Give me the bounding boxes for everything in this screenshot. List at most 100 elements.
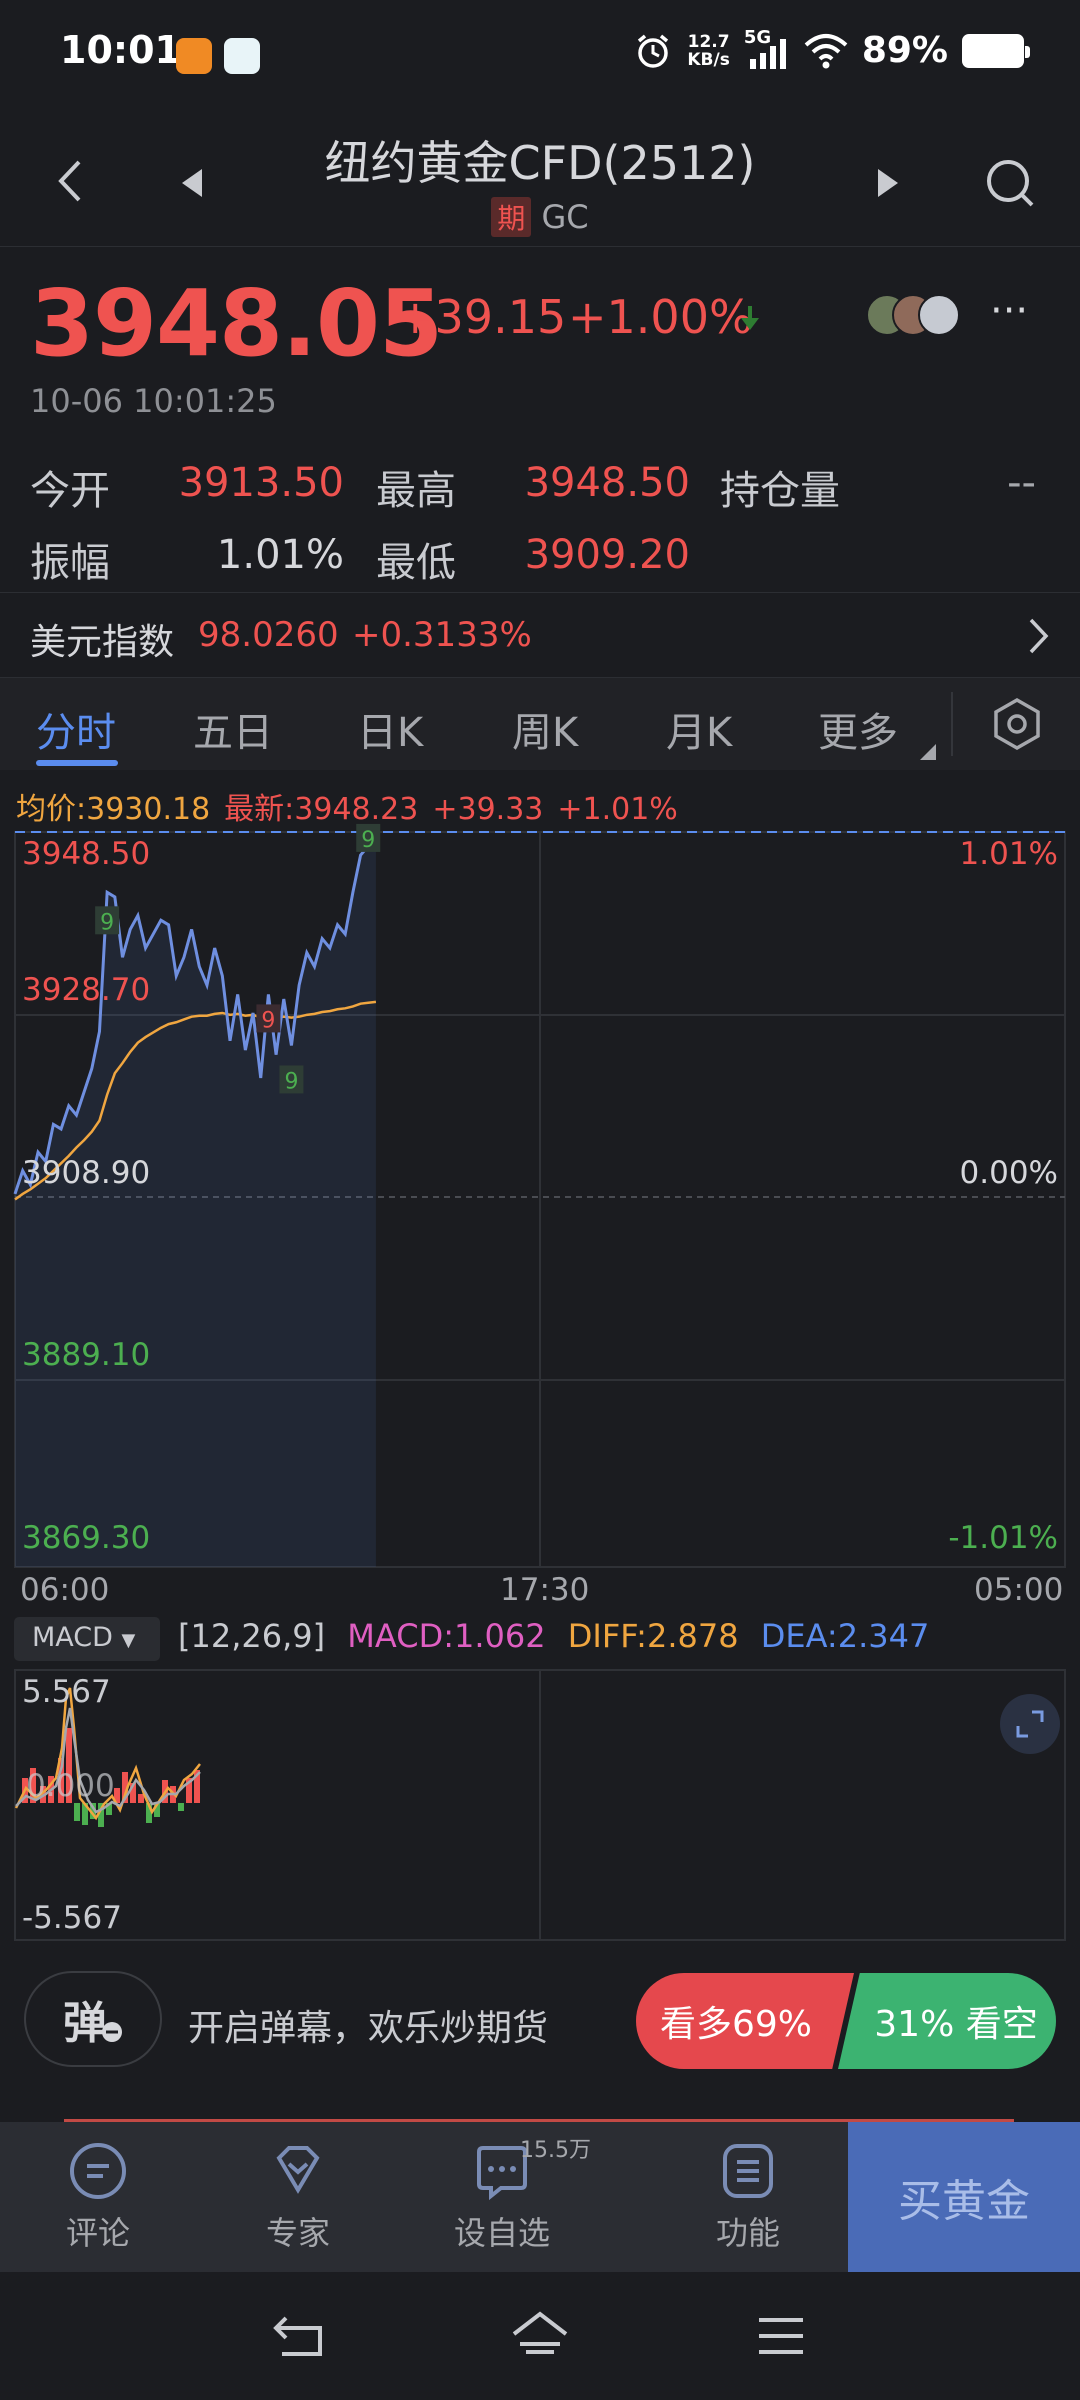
chart-info-row: 均价:3930.18 最新:3948.23 +39.33 +1.01% <box>16 784 678 828</box>
indicator-select[interactable]: MACD ▼ <box>14 1617 160 1661</box>
signal-marker <box>256 1004 281 1033</box>
macd-top-label: 5.567 <box>22 1674 111 1710</box>
chart-settings-icon[interactable] <box>992 697 1042 751</box>
latest-change: +39.33 <box>432 792 544 827</box>
comment-button[interactable]: 评论 <box>28 2140 168 2254</box>
triangle-right-icon <box>878 169 898 197</box>
functions-button[interactable]: 功能 <box>678 2140 818 2254</box>
related-index-row[interactable]: 美元指数 98.0260 +0.3133% <box>0 592 1080 678</box>
latest-pct: +1.01% <box>557 792 678 827</box>
tab-monthly-k[interactable]: 月K <box>666 710 733 756</box>
intraday-chart[interactable]: 均价:3930.18 最新:3948.23 +39.33 +1.01% 9 9 9 9 39… <box>0 770 1080 1620</box>
danmaku-row: 弹 开启弹幕，欢乐炒期货 看多69% 31% 看空 <box>0 1955 1080 2075</box>
tab-five-day[interactable]: 五日 <box>193 710 273 756</box>
open-value: 3913.50 <box>178 460 344 506</box>
signal-marker <box>95 906 120 935</box>
macd-mid-label: 0.000 <box>26 1768 115 1804</box>
tab-daily-k[interactable]: 日K <box>357 710 424 756</box>
quote-timestamp: 10-06 10:01:25 <box>30 382 277 420</box>
tab-more[interactable]: 更多 <box>818 710 898 756</box>
signal-marker <box>356 823 381 852</box>
avatar-group[interactable] <box>866 294 976 338</box>
price-chart-svg: 9 9 9 9 <box>13 823 1066 1568</box>
network-type: 5G <box>744 27 790 71</box>
amplitude-value: 1.01% <box>216 532 344 578</box>
chevron-left-icon <box>58 160 81 202</box>
price-change-percent: +1.00% <box>568 290 753 344</box>
menu-nav-icon[interactable] <box>756 2314 806 2358</box>
bottom-action-bar: 评论 专家 设自选 15.5万 功能 买黄金 <box>0 2122 1080 2272</box>
tab-intraday[interactable]: 分时 <box>36 710 116 756</box>
macd-chart[interactable]: 5.567 0.000 -5.567 <box>0 1668 1080 1943</box>
caret-down-icon: ▼ <box>121 1630 136 1651</box>
latest-price: 最新:3948.23 <box>224 792 419 827</box>
active-tab-indicator <box>36 760 118 766</box>
status-bar: 10:01 12.7 KB/s 5G 89% <box>0 0 1080 115</box>
home-nav-icon[interactable] <box>510 2310 570 2360</box>
dropdown-corner-icon <box>920 744 936 760</box>
status-time: 10:01 <box>60 28 181 72</box>
high-label: 最高 <box>376 468 456 514</box>
index-change: +0.3133% <box>352 615 532 655</box>
bullish-vote-button[interactable]: 看多69% <box>636 1973 854 2069</box>
expand-chart-button[interactable] <box>1000 1694 1060 1754</box>
macd-header: MACD ▼ [12,26,9] MACD:1.062 DIFF:2.878 D… <box>0 1615 1080 1671</box>
macd-svg <box>14 1669 1066 1941</box>
futures-tag: 期 <box>491 197 532 237</box>
list-icon <box>717 2140 779 2202</box>
diamond-icon <box>267 2140 329 2202</box>
bearish-vote-button[interactable]: 31% 看空 <box>838 1973 1056 2069</box>
macd-dea-line <box>15 1707 201 1814</box>
search-button[interactable] <box>978 151 1042 215</box>
time-label-start: 06:00 <box>20 1572 110 1608</box>
price-label-lower: 3889.10 <box>22 1337 151 1373</box>
expert-button[interactable]: 专家 <box>228 2140 368 2254</box>
price-label-high: 3948.50 <box>22 836 151 872</box>
low-value: 3909.20 <box>524 532 690 578</box>
more-icon[interactable]: ··· <box>990 288 1029 334</box>
amplitude-label: 振幅 <box>30 540 110 586</box>
back-button[interactable] <box>40 151 100 211</box>
prev-symbol-button[interactable] <box>164 155 220 211</box>
pct-label-low: -1.01% <box>948 1520 1058 1556</box>
system-navigation-bar <box>0 2272 1080 2400</box>
signal-marker-label: 9 <box>284 1069 298 1094</box>
pct-label-base: 0.00% <box>959 1155 1058 1191</box>
buy-gold-button[interactable]: 买黄金 <box>848 2122 1080 2272</box>
index-value: 98.0260 <box>198 615 339 655</box>
signal-marker-label: 9 <box>100 910 114 935</box>
triangle-left-icon <box>182 169 202 197</box>
page-title: 纽约黄金CFD(2512) <box>324 136 756 190</box>
battery-percent: 89% <box>861 30 948 71</box>
battery-icon <box>962 33 1030 68</box>
danmaku-prompt[interactable]: 开启弹幕，欢乐炒期货 <box>188 2008 549 2049</box>
macd-values: [12,26,9] MACD:1.062 DIFF:2.878 DEA:2.34… <box>178 1617 930 1655</box>
price-line <box>13 833 378 1195</box>
search-icon <box>987 160 1034 207</box>
alarm-icon <box>638 34 669 68</box>
down-arrow-icon <box>741 306 759 330</box>
low-label: 最低 <box>376 540 456 586</box>
price-change: +39.15 <box>396 290 567 344</box>
add-watchlist-button[interactable]: 设自选 <box>432 2140 572 2254</box>
wifi-icon <box>804 33 848 68</box>
index-name: 美元指数 <box>30 622 175 663</box>
symbol-code: 期 GC <box>0 197 1080 237</box>
signal-marker-label: 9 <box>361 828 375 853</box>
weibo-icon <box>918 294 960 336</box>
add-watch-icon <box>471 2140 533 2202</box>
next-symbol-button[interactable] <box>860 155 916 211</box>
price-label-upper: 3928.70 <box>22 972 151 1008</box>
expand-icon <box>1016 1710 1044 1738</box>
last-price: 3948.05 <box>30 270 443 377</box>
back-nav-icon[interactable] <box>272 2312 328 2362</box>
price-label-low: 3869.30 <box>22 1520 151 1556</box>
quote-header: 3948.05 +39.15 +1.00% ··· 10-06 10:01:25… <box>0 248 1080 593</box>
title-bar: 纽约黄金CFD(2512) 期 GC <box>0 115 1080 247</box>
open-interest-value: -- <box>1007 460 1036 506</box>
watch-count-badge: 15.5万 <box>520 2138 591 2163</box>
macd-bottom-label: -5.567 <box>22 1900 122 1936</box>
danmaku-toggle-button[interactable]: 弹 <box>24 1971 162 2067</box>
tab-weekly-k[interactable]: 周K <box>512 710 579 756</box>
chevron-right-icon <box>1029 618 1049 654</box>
